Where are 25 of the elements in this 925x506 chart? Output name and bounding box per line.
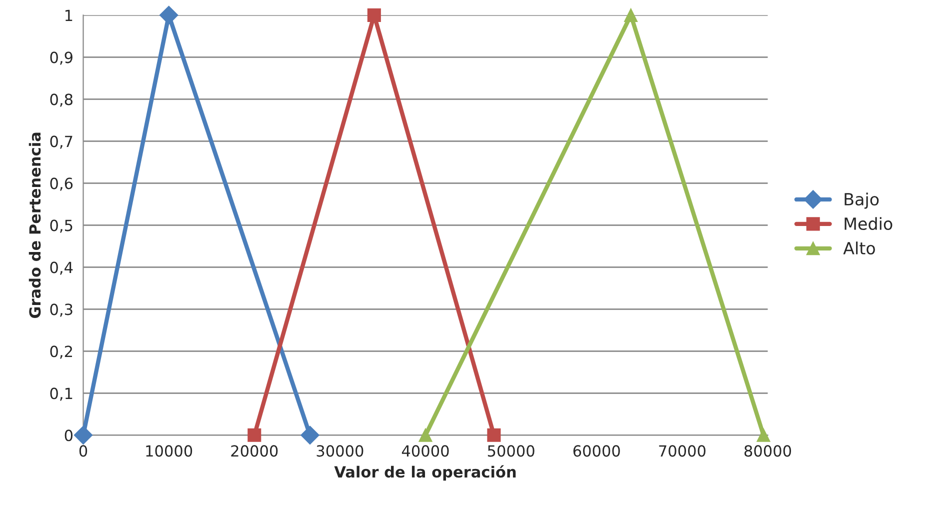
x-tick-label: 40000	[402, 445, 449, 457]
legend-label: Medio	[844, 217, 892, 230]
y-tick-label: 0,9	[50, 52, 72, 65]
y-tick-label: 0,1	[50, 388, 72, 401]
y-tick-label: 0,8	[50, 94, 72, 107]
y-tick-label: 0,2	[50, 346, 72, 359]
x-tick-label: 80000	[744, 445, 792, 457]
y-tick-label: 0,5	[50, 220, 72, 233]
x-tick-label: 20000	[231, 445, 278, 457]
y-tick-label: 1	[65, 10, 72, 21]
x-tick-label: 60000	[573, 445, 620, 457]
x-axis-title: Valor de la operación	[334, 465, 516, 481]
y-axis-title: Grado de Pertenencia	[28, 132, 41, 318]
x-tick-label: 0	[79, 445, 88, 457]
y-tick-label: 0,7	[50, 136, 72, 149]
y-tick-label: 0,6	[50, 178, 73, 191]
x-tick-label: 70000	[659, 445, 706, 457]
y-tick-label: 0	[64, 430, 73, 442]
y-tick-label: 0,4	[50, 262, 73, 275]
legend-label: Bajo	[844, 192, 879, 209]
y-tick-label: 0,3	[50, 304, 72, 317]
x-tick-label: 30000	[316, 445, 364, 457]
legend-label: Alto	[843, 242, 875, 254]
x-tick-label: 50000	[488, 445, 534, 457]
x-tick-label: 10000	[146, 445, 192, 457]
